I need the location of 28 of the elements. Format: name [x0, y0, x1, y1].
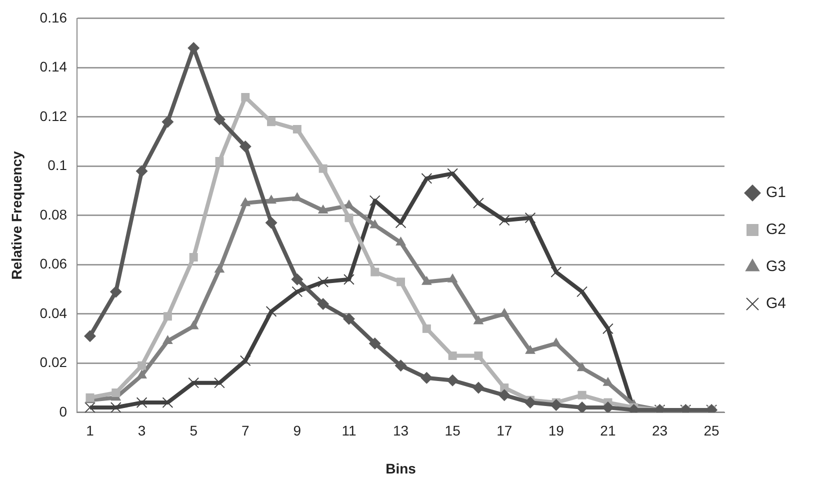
y-tick-label: 0.14 — [40, 58, 68, 75]
x-tick-label: 3 — [138, 422, 146, 439]
y-tick-label: 0.06 — [40, 256, 68, 272]
y-tick-label: 0.02 — [40, 354, 68, 370]
x-tick-label: 21 — [600, 422, 616, 439]
legend-label: G4 — [766, 295, 786, 312]
x-tick-label: 1 — [86, 422, 94, 439]
y-tick-label: 0.16 — [40, 9, 68, 26]
y-axis-title: Relative Frequency — [8, 150, 24, 280]
legend-label: G3 — [766, 258, 786, 276]
x-tick-label: 19 — [548, 422, 564, 439]
x-tick-label: 15 — [444, 422, 461, 439]
legend-label: G1 — [766, 184, 786, 202]
y-tick-label: 0.12 — [40, 108, 68, 124]
x-tick-label: 17 — [496, 422, 512, 439]
x-tick-label: 13 — [392, 422, 409, 439]
y-tick-label: 0 — [59, 403, 68, 420]
x-axis-title: Bins — [386, 460, 416, 476]
x-tick-label: 11 — [342, 422, 356, 439]
x-tick-label: 5 — [190, 422, 198, 439]
x-tick-label: 9 — [293, 422, 302, 439]
x-tick-label: 23 — [652, 422, 668, 439]
x-tick-label: 25 — [704, 422, 720, 439]
y-tick-label: 0.1 — [48, 157, 68, 174]
y-tick-label: 0.08 — [40, 206, 68, 222]
y-tick-label: 0.04 — [40, 304, 68, 321]
x-tick-label: 7 — [241, 422, 250, 439]
legend-label: G2 — [766, 221, 786, 238]
